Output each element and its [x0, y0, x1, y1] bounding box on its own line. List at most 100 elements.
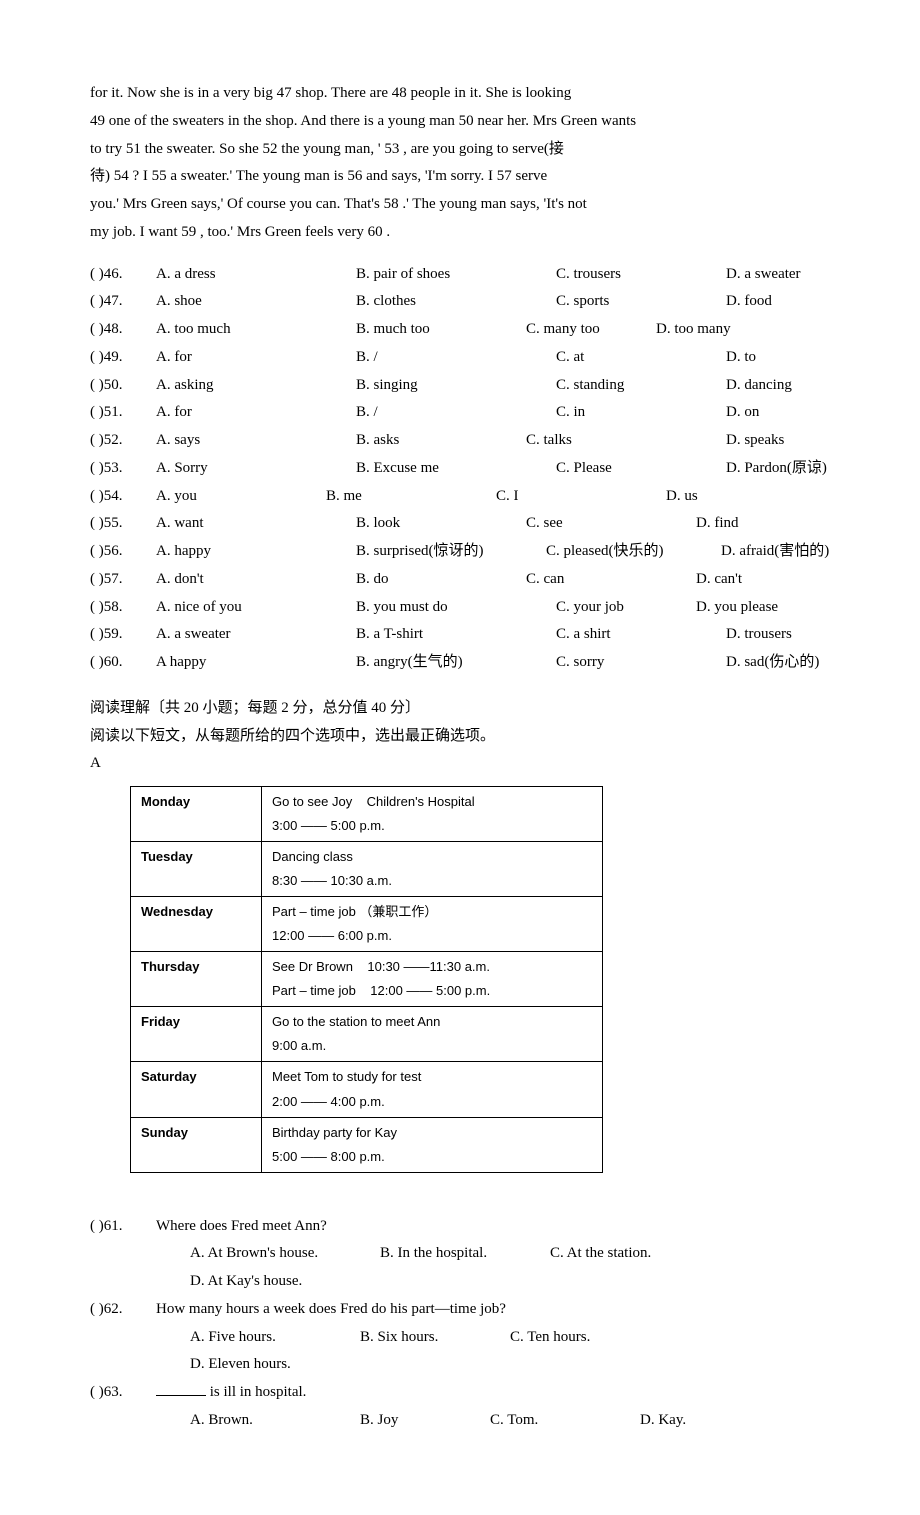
cloze-option: D. on: [726, 399, 896, 427]
schedule-activity: Birthday party for Kay5:00 —— 8:00 p.m.: [262, 1117, 603, 1172]
cloze-option: C. trousers: [556, 261, 726, 289]
cloze-option: A. for: [156, 344, 356, 372]
cloze-number: ( )51.: [90, 399, 156, 427]
cloze-number: ( )60.: [90, 649, 156, 677]
table-row: FridayGo to the station to meet Ann9:00 …: [131, 1007, 603, 1062]
cloze-number: ( )49.: [90, 344, 156, 372]
cloze-option: B. you must do: [356, 594, 556, 622]
cloze-option: C. a shirt: [556, 621, 726, 649]
schedule-activity: Part – time job （兼职工作）12:00 —— 6:00 p.m.: [262, 897, 603, 952]
cloze-number: ( )57.: [90, 566, 156, 594]
reading-section-label: A: [90, 750, 830, 778]
cloze-option: D. you please: [696, 594, 866, 622]
cloze-row: ( )48.A. too muchB. much tooC. many tooD…: [90, 316, 830, 344]
cloze-option: D. Pardon(原谅): [726, 455, 896, 483]
cloze-option: A. don't: [156, 566, 356, 594]
cloze-option: D. trousers: [726, 621, 896, 649]
cloze-option: C. pleased(快乐的): [546, 538, 721, 566]
cloze-option: D. us: [666, 483, 836, 511]
cloze-row: ( )54.A. youB. meC. ID. us: [90, 483, 830, 511]
cloze-row: ( )50.A. askingB. singingC. standingD. d…: [90, 372, 830, 400]
cloze-number: ( )59.: [90, 621, 156, 649]
cloze-row: ( )59.A. a sweaterB. a T-shirtC. a shirt…: [90, 621, 830, 649]
cloze-option: A. says: [156, 427, 356, 455]
cloze-option: C. your job: [556, 594, 696, 622]
cloze-row: ( )58.A. nice of youB. you must doC. you…: [90, 594, 830, 622]
schedule-activity: Go to the station to meet Ann9:00 a.m.: [262, 1007, 603, 1062]
cloze-option: B. angry(生气的): [356, 649, 556, 677]
reading-header-line2: 阅读以下短文，从每题所给的四个选项中，选出最正确选项。: [90, 723, 830, 751]
question-row: ( )63. is ill in hospital.: [90, 1379, 830, 1407]
table-row: MondayGo to see Joy Children's Hospital3…: [131, 787, 603, 842]
cloze-number: ( )53.: [90, 455, 156, 483]
schedule-day: Saturday: [131, 1062, 262, 1117]
cloze-row: ( )53.A. SorryB. Excuse meC. PleaseD. Pa…: [90, 455, 830, 483]
question-options: A. At Brown's house.B. In the hospital.C…: [90, 1240, 830, 1296]
cloze-number: ( )56.: [90, 538, 156, 566]
schedule-day: Wednesday: [131, 897, 262, 952]
cloze-option: B. surprised(惊讶的): [356, 538, 546, 566]
question-text: is ill in hospital.: [156, 1379, 830, 1407]
cloze-option: C. standing: [556, 372, 726, 400]
cloze-option: C. talks: [526, 427, 726, 455]
question-option: A. At Brown's house.: [190, 1240, 380, 1268]
cloze-row: ( )47.A. shoeB. clothesC. sportsD. food: [90, 288, 830, 316]
cloze-option: A. happy: [156, 538, 356, 566]
cloze-number: ( )54.: [90, 483, 156, 511]
cloze-number: ( )48.: [90, 316, 156, 344]
cloze-number: ( )58.: [90, 594, 156, 622]
table-row: ThursdaySee Dr Brown 10:30 ——11:30 a.m.P…: [131, 952, 603, 1007]
reading-instructions: 阅读理解〔共 20 小题；每题 2 分，总分值 40 分〕 阅读以下短文，从每题…: [90, 695, 830, 778]
cloze-option: A. a dress: [156, 261, 356, 289]
cloze-option: A. you: [156, 483, 326, 511]
table-row: SaturdayMeet Tom to study for test2:00 —…: [131, 1062, 603, 1117]
cloze-option: D. to: [726, 344, 896, 372]
question-row: ( )62.How many hours a week does Fred do…: [90, 1296, 830, 1324]
question-options: A. Five hours.B. Six hours.C. Ten hours.…: [90, 1324, 830, 1380]
cloze-option: C. at: [556, 344, 726, 372]
question-option: A. Brown.: [190, 1407, 360, 1435]
cloze-option: B. do: [356, 566, 526, 594]
question-row: ( )61.Where does Fred meet Ann?: [90, 1213, 830, 1241]
cloze-option: C. see: [526, 510, 696, 538]
cloze-option: D. a sweater: [726, 261, 896, 289]
question-number: ( )62.: [90, 1296, 156, 1324]
cloze-option: B. singing: [356, 372, 556, 400]
cloze-option: C. I: [496, 483, 666, 511]
cloze-option: B. much too: [356, 316, 526, 344]
cloze-number: ( )52.: [90, 427, 156, 455]
cloze-option: D. can't: [696, 566, 866, 594]
cloze-option: A. asking: [156, 372, 356, 400]
cloze-number: ( )55.: [90, 510, 156, 538]
reading-questions: ( )61.Where does Fred meet Ann?A. At Bro…: [90, 1213, 830, 1435]
cloze-option: A. a sweater: [156, 621, 356, 649]
cloze-number: ( )46.: [90, 261, 156, 289]
question-option: B. In the hospital.: [380, 1240, 550, 1268]
schedule-table-wrap: MondayGo to see Joy Children's Hospital3…: [130, 786, 830, 1173]
cloze-row: ( )49.A. forB. /C. atD. to: [90, 344, 830, 372]
cloze-option: A happy: [156, 649, 356, 677]
cloze-option: B. look: [356, 510, 526, 538]
schedule-day: Thursday: [131, 952, 262, 1007]
cloze-option: C. Please: [556, 455, 726, 483]
cloze-option: D. too many: [656, 316, 826, 344]
schedule-activity: See Dr Brown 10:30 ——11:30 a.m.Part – ti…: [262, 952, 603, 1007]
question-number: ( )61.: [90, 1213, 156, 1241]
cloze-row: ( )60.A happyB. angry(生气的)C. sorryD. sad…: [90, 649, 830, 677]
cloze-number: ( )47.: [90, 288, 156, 316]
question-option: C. Ten hours.: [510, 1324, 670, 1352]
cloze-option: C. can: [526, 566, 696, 594]
cloze-option: B. me: [326, 483, 496, 511]
cloze-row: ( )55.A. wantB. lookC. seeD. find: [90, 510, 830, 538]
schedule-day: Tuesday: [131, 842, 262, 897]
cloze-option: B. clothes: [356, 288, 556, 316]
cloze-option: C. in: [556, 399, 726, 427]
schedule-activity: Dancing class8:30 —— 10:30 a.m.: [262, 842, 603, 897]
cloze-option: D. food: [726, 288, 896, 316]
question-option: D. Eleven hours.: [190, 1351, 360, 1379]
schedule-table: MondayGo to see Joy Children's Hospital3…: [130, 786, 603, 1173]
cloze-option: D. dancing: [726, 372, 896, 400]
schedule-day: Monday: [131, 787, 262, 842]
cloze-option: D. speaks: [726, 427, 896, 455]
cloze-option: D. sad(伤心的): [726, 649, 896, 677]
